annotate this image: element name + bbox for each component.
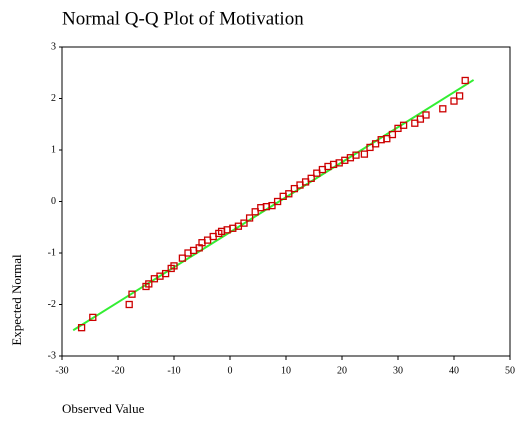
- point: [245, 214, 254, 222]
- point: [360, 150, 369, 158]
- x-tick-label: 40: [449, 365, 459, 376]
- chart-title: Normal Q-Q Plot of Motivation: [62, 8, 304, 29]
- point: [399, 121, 408, 129]
- point: [455, 92, 464, 100]
- point: [352, 151, 360, 159]
- x-tick-label: 0: [228, 365, 233, 376]
- y-axis-label: Expected Normal: [9, 254, 24, 346]
- point: [439, 105, 447, 113]
- point: [371, 140, 380, 148]
- plot-frame: [61, 46, 511, 357]
- point: [128, 290, 136, 298]
- x-tick-label: -10: [167, 365, 180, 376]
- point: [383, 135, 391, 143]
- point: [125, 300, 133, 309]
- y-tick-label: -3: [48, 350, 56, 361]
- point: [388, 130, 397, 139]
- point: [411, 119, 419, 127]
- point: [77, 324, 86, 332]
- point: [251, 208, 259, 216]
- point: [416, 115, 425, 123]
- y-tick-label: 1: [51, 144, 56, 155]
- point: [273, 197, 282, 206]
- point: [89, 313, 97, 322]
- point: [307, 174, 315, 182]
- point: [461, 76, 469, 85]
- point: [422, 111, 430, 119]
- x-tick-label: -30: [55, 365, 68, 376]
- point: [145, 280, 153, 288]
- y-tick-label: -1: [48, 247, 56, 258]
- x-tick-label: 50: [505, 365, 515, 376]
- point: [450, 97, 458, 105]
- y-tick-label: 3: [51, 41, 56, 52]
- point: [170, 262, 178, 270]
- point: [268, 201, 276, 210]
- x-axis-label: Observed Value: [62, 401, 145, 416]
- point: [161, 269, 170, 278]
- y-tick-label: 0: [51, 196, 56, 207]
- y-tick-label: -2: [48, 299, 56, 310]
- point: [178, 254, 187, 262]
- x-tick-label: 30: [393, 365, 403, 376]
- x-tick-label: 10: [281, 365, 291, 376]
- point: [240, 219, 248, 227]
- y-tick-label: 2: [51, 93, 56, 104]
- point: [285, 190, 293, 198]
- reference-line: [72, 79, 475, 332]
- x-tick-label: 20: [337, 365, 347, 376]
- x-tick-label: -20: [111, 365, 124, 376]
